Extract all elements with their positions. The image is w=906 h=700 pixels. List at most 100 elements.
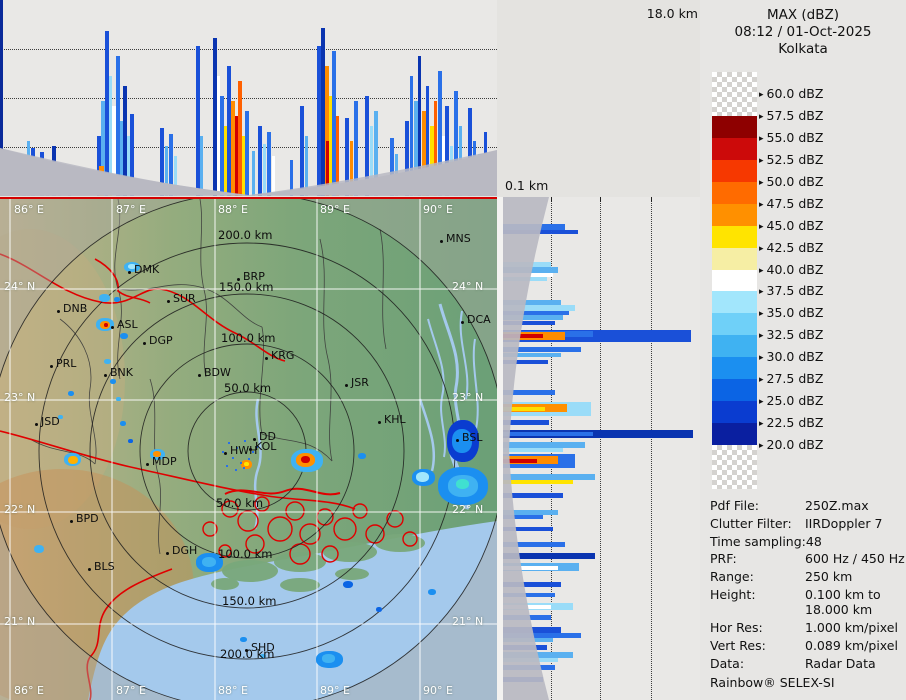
top-panel-gridline bbox=[0, 49, 497, 50]
legend-tick-label: ▸ 35.0 dBZ bbox=[759, 305, 824, 321]
city-dot bbox=[237, 278, 240, 281]
legend-band bbox=[712, 159, 757, 183]
profile-bar bbox=[127, 136, 130, 196]
metadata-value: 0.089 km/pixel bbox=[805, 637, 898, 653]
profile-bar bbox=[332, 51, 336, 196]
side-panel-tick bbox=[600, 197, 601, 202]
city-dot bbox=[249, 448, 252, 451]
map-graphics bbox=[0, 199, 497, 700]
legend-band bbox=[712, 181, 757, 205]
profile-bar bbox=[370, 126, 373, 196]
panel-divider bbox=[497, 197, 503, 700]
profile-bar bbox=[503, 360, 548, 364]
metadata-value: 0.100 km to 18.000 km bbox=[805, 586, 881, 618]
echo-blob bbox=[68, 456, 78, 464]
profile-bar bbox=[354, 101, 358, 196]
profile-bar bbox=[321, 28, 325, 196]
range-ring-label: 200.0 km bbox=[220, 647, 275, 661]
echo-blob bbox=[202, 557, 216, 567]
delta-boundaries bbox=[202, 496, 418, 565]
city-dot bbox=[378, 421, 381, 424]
profile-bar bbox=[418, 56, 421, 196]
profile-bar bbox=[329, 96, 332, 196]
metadata-row: Height: 0.100 km to 18.000 km bbox=[710, 587, 906, 617]
echo-blob bbox=[128, 264, 136, 269]
top-projection-panel[interactable] bbox=[0, 0, 497, 196]
legend-tick-label: ▸ 30.0 dBZ bbox=[759, 349, 824, 365]
latitude-label: 23° N bbox=[4, 391, 36, 404]
legend-band bbox=[712, 401, 757, 424]
echo-blob bbox=[116, 397, 121, 401]
city-dot bbox=[146, 463, 149, 466]
range-ring-label: 150.0 km bbox=[222, 594, 277, 608]
profile-bar bbox=[503, 321, 555, 325]
metadata-row: Data: Radar Data bbox=[710, 656, 906, 671]
profile-bar bbox=[410, 76, 413, 196]
profile-bar bbox=[503, 542, 565, 547]
profile-bar bbox=[252, 151, 255, 196]
legend-band bbox=[712, 335, 757, 358]
tick-arrow-icon: ▸ bbox=[759, 419, 764, 430]
radar-map-panel[interactable]: 200.0 km 150.0 km 100.0 km 50.0 km 50.0 km 10… bbox=[0, 197, 497, 700]
city-label: DGP bbox=[149, 334, 173, 347]
tick-arrow-icon: ▸ bbox=[759, 375, 764, 386]
profile-bar bbox=[174, 156, 177, 196]
city-label: DNB bbox=[63, 302, 88, 315]
profile-bar bbox=[365, 96, 369, 196]
range-ring-label: 150.0 km bbox=[219, 280, 274, 294]
echo-blob bbox=[128, 439, 133, 443]
profile-bar bbox=[227, 66, 231, 196]
metadata-value: 250 km bbox=[805, 569, 853, 585]
tick-arrow-icon: ▸ bbox=[759, 265, 764, 276]
profile-bar bbox=[503, 527, 553, 531]
longitude-label: 88° E bbox=[218, 684, 248, 697]
tick-arrow-icon: ▸ bbox=[759, 177, 764, 188]
echo-blob bbox=[110, 379, 116, 384]
legend-tick-label: ▸ 20.0 dBZ bbox=[759, 437, 824, 453]
profile-bar bbox=[503, 334, 543, 338]
legend-tick-label: ▸ 40.0 dBZ bbox=[759, 261, 824, 277]
profile-bar bbox=[326, 141, 329, 196]
profile-bar bbox=[258, 126, 262, 196]
range-ring-label: 50.0 km bbox=[224, 381, 272, 395]
out-of-range-mask bbox=[0, 199, 497, 700]
city-dot bbox=[440, 240, 443, 243]
max-height-label: 18.0 km bbox=[646, 6, 698, 21]
side-panel-gridline bbox=[600, 197, 601, 700]
profile-bar bbox=[503, 442, 585, 448]
profile-bar bbox=[165, 146, 168, 196]
legend-tick-label: ▸ 32.5 dBZ bbox=[759, 327, 824, 343]
city-label: BLS bbox=[94, 560, 115, 573]
city-dot bbox=[166, 552, 169, 555]
legend-tick-label: ▸ 45.0 dBZ bbox=[759, 217, 824, 233]
profile-bar bbox=[120, 121, 123, 196]
echo-blob bbox=[358, 453, 366, 459]
profile-bar bbox=[503, 390, 555, 395]
legend-band bbox=[712, 225, 757, 249]
profile-bar bbox=[305, 136, 308, 196]
range-ring-label: 200.0 km bbox=[218, 228, 273, 242]
latitude-label: 22° N bbox=[452, 503, 484, 516]
metadata-label: PRF: bbox=[710, 551, 737, 567]
profile-bar bbox=[238, 81, 242, 196]
city-label: BSL bbox=[462, 431, 483, 444]
tick-arrow-icon: ▸ bbox=[759, 111, 764, 122]
profile-bar bbox=[430, 126, 434, 196]
legend-band bbox=[712, 379, 757, 402]
side-projection-panel[interactable] bbox=[503, 197, 700, 700]
profile-bar bbox=[468, 108, 472, 196]
city-label: HWH bbox=[230, 444, 258, 457]
city-label: KOL bbox=[255, 440, 277, 453]
profile-bar bbox=[422, 111, 426, 196]
tick-arrow-icon: ▸ bbox=[759, 287, 764, 298]
city-dot bbox=[88, 568, 91, 571]
longitude-label: 88° E bbox=[218, 203, 248, 216]
tick-arrow-icon: ▸ bbox=[759, 199, 764, 210]
profile-bar bbox=[123, 86, 127, 196]
legend-tick-label: ▸ 22.5 dBZ bbox=[759, 415, 824, 431]
profile-bar bbox=[242, 136, 245, 196]
profile-bar bbox=[434, 101, 437, 196]
legend-tick-label: ▸ 27.5 dBZ bbox=[759, 371, 824, 387]
echo-blob bbox=[104, 323, 108, 327]
min-height-label: 0.1 km bbox=[505, 178, 549, 193]
